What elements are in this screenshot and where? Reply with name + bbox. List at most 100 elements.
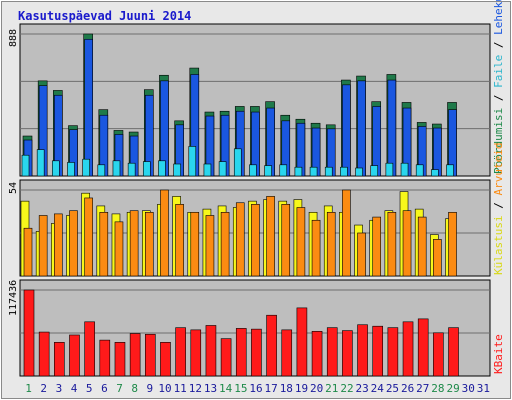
day-label: 30: [462, 382, 475, 395]
kbytes-bar: [23, 289, 35, 377]
legend-pages: Lehekülgi: [492, 0, 505, 35]
kbytes-bar: [266, 314, 277, 377]
kbytes-bar: [160, 342, 171, 377]
files-bar: [173, 163, 181, 177]
kbytes-bar: [402, 321, 414, 377]
visitors-bar: [129, 210, 139, 277]
day-label: 1: [25, 382, 32, 395]
kbytes-bar: [190, 329, 202, 377]
files-bar: [36, 149, 45, 177]
kbytes-bar: [175, 327, 186, 377]
kbytes-bar: [311, 331, 323, 377]
kbytes-bar: [38, 331, 50, 377]
files-bar: [112, 160, 121, 177]
day-label: 28: [431, 382, 444, 395]
day-label: 20: [310, 382, 323, 395]
kbytes-bar: [433, 332, 444, 377]
day-label: 13: [204, 382, 217, 395]
visitors-bar: [417, 216, 427, 277]
kbytes-bar: [220, 338, 232, 377]
pages-bar: [357, 80, 366, 177]
kbytes-bar: [99, 339, 111, 377]
visitors-bar: [99, 211, 109, 277]
kbytes-bar: [417, 318, 429, 377]
files-bar: [340, 166, 348, 177]
visitors-bar: [235, 202, 245, 277]
pages-bar: [433, 127, 442, 177]
day-label: 11: [174, 382, 187, 395]
files-bar: [279, 164, 288, 177]
visitors-bar: [296, 207, 306, 277]
kbytes-bar: [387, 327, 399, 377]
day-label: 10: [158, 382, 171, 395]
files-bar: [142, 161, 151, 177]
visitors-bar: [266, 196, 275, 277]
legend-visitors: Arvuteid: [492, 143, 505, 196]
x-axis-labels: 1 2 3 4 5 6 7 8 9 10 11 12 13 14 15 16 17 18 19 20 21 22 23 24 2…: [25, 382, 490, 395]
files-bar: [385, 162, 394, 177]
kbytes-bar: [69, 334, 80, 377]
kbytes-bar: [84, 321, 95, 377]
day-label: 8: [131, 382, 138, 395]
bottom-legend: KBaite: [492, 334, 505, 374]
kbytes-bar: [205, 325, 217, 377]
day-label: 4: [71, 382, 78, 395]
middle-ymax-label: 54: [8, 182, 19, 194]
bottom-ymax-label: 117436: [8, 280, 19, 316]
day-label: 26: [401, 382, 414, 395]
kbytes-bar: [342, 330, 353, 377]
visitors-bar: [311, 219, 321, 277]
visitors-bar: [357, 232, 366, 277]
day-label: 12: [189, 382, 202, 395]
day-label: 14: [219, 382, 233, 395]
top-ymax-label: 888: [8, 29, 19, 47]
files-bar: [218, 161, 227, 177]
day-label: 5: [86, 382, 93, 395]
day-label: 29: [446, 382, 459, 395]
files-bar: [431, 169, 439, 177]
files-bar: [52, 160, 60, 177]
kbytes-bar: [281, 329, 293, 377]
files-bar: [324, 166, 333, 177]
files-bar: [446, 164, 454, 177]
kbytes-bar: [448, 327, 459, 377]
files-bar: [203, 163, 212, 177]
visitors-bar: [54, 213, 63, 277]
day-label: 15: [234, 382, 247, 395]
top-legend: Pöördumisi / Faile / Lehekülgi: [492, 0, 505, 174]
visitors-bar: [281, 204, 291, 277]
kbytes-bar: [296, 307, 308, 377]
day-label: 7: [116, 382, 123, 395]
day-label: 2: [40, 382, 47, 395]
legend-pageviews: Pöördumisi: [492, 108, 505, 174]
day-label: 31: [477, 382, 490, 395]
visitors-bar: [38, 215, 48, 277]
visitors-bar: [326, 211, 336, 277]
legend-visits: Külastusi: [492, 215, 505, 275]
visitors-bar: [144, 211, 154, 277]
kbytes-bar: [54, 342, 65, 377]
visitors-bar: [190, 211, 200, 277]
files-bar: [294, 166, 303, 177]
visitors-bar: [160, 189, 169, 277]
files-bar: [21, 154, 30, 177]
day-label: 3: [56, 382, 63, 395]
day-label: 24: [371, 382, 385, 395]
day-label: 6: [101, 382, 108, 395]
visitors-bar: [84, 197, 93, 277]
day-label: 19: [295, 382, 308, 395]
files-bar: [264, 165, 272, 177]
visitors-bar: [402, 210, 412, 277]
day-label: 25: [386, 382, 399, 395]
files-bar: [233, 148, 242, 177]
day-label: 27: [416, 382, 429, 395]
day-label: 18: [280, 382, 293, 395]
day-label: 22: [340, 382, 353, 395]
day-label: 17: [265, 382, 278, 395]
pages-bar: [342, 84, 351, 177]
files-bar: [415, 164, 424, 177]
chart-title: Kasutuspäevad Juuni 2014: [18, 9, 192, 23]
middle-legend: Külastusi / Arvuteid: [492, 143, 505, 275]
day-label: 21: [325, 382, 338, 395]
pages-bar: [387, 79, 397, 177]
